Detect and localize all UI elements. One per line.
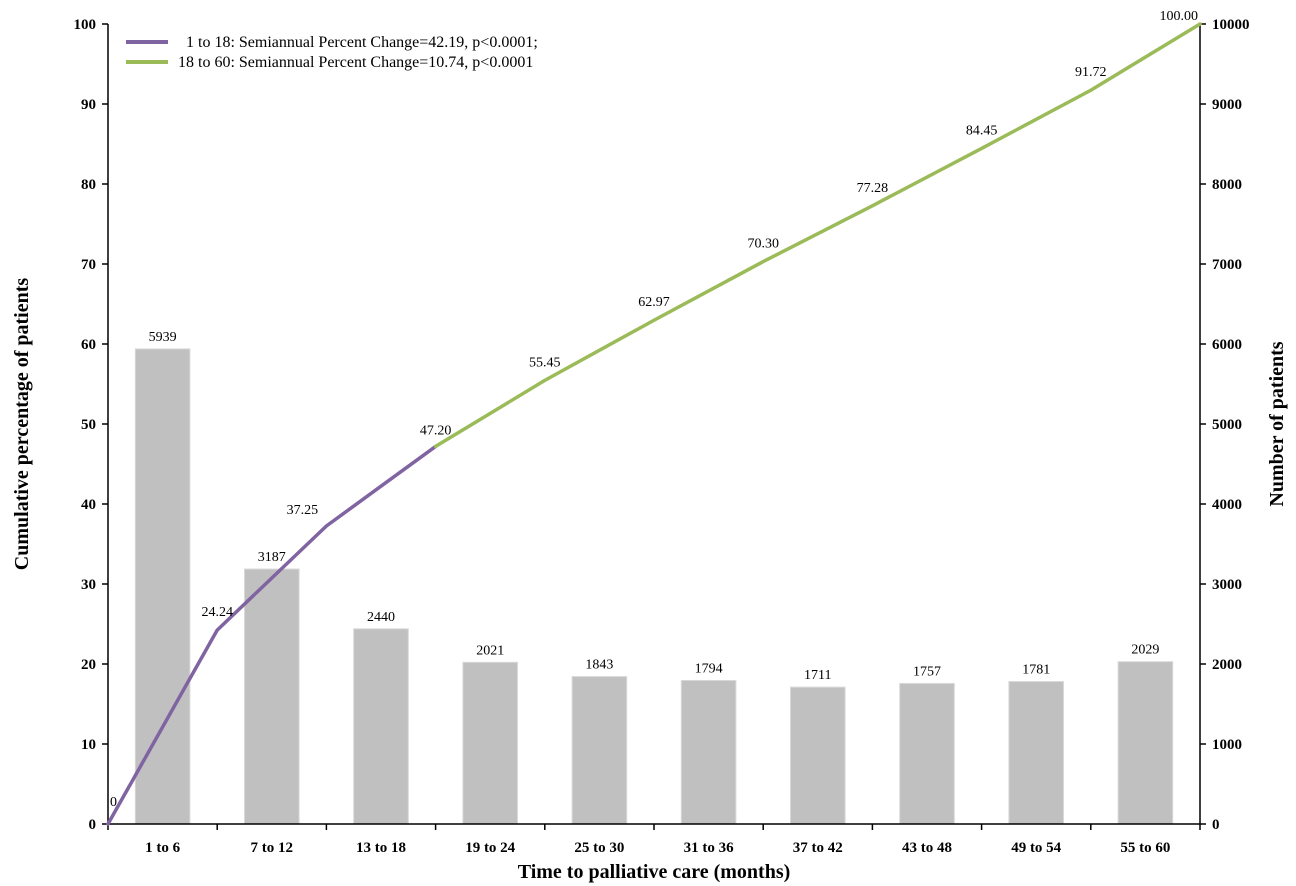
line-point-label: 70.30 — [747, 237, 779, 252]
y2-tick-label: 3000 — [1212, 577, 1242, 593]
x-tick-label: 25 to 30 — [574, 840, 624, 856]
data-labels: 5939 3187 2440 2021 1843 1794 1711 1757 1781 2029… — [110, 9, 1198, 810]
y2-tick-label: 1000 — [1212, 737, 1242, 753]
line-series — [106, 22, 1202, 826]
y2-tick-label: 4000 — [1212, 497, 1242, 513]
y2-tick-label: 6000 — [1212, 337, 1242, 353]
legend-label: 1 to 18: Semiannual Percent Change=42.19… — [186, 34, 538, 51]
y2-tick-label: 5000 — [1212, 417, 1242, 433]
y2-tick-label: 9000 — [1212, 97, 1242, 113]
bar — [244, 568, 300, 825]
bar — [1117, 661, 1174, 825]
y2-tick-label: 7000 — [1212, 257, 1242, 273]
y-tick-label: 50 — [81, 417, 96, 433]
line-point-label: 91.72 — [1075, 65, 1107, 80]
y2-axis-title: Number of patients — [1266, 341, 1288, 506]
bar — [353, 628, 409, 825]
x-axis-title: Time to palliative care (months) — [518, 861, 791, 883]
x-tick-label: 49 to 54 — [1011, 840, 1061, 856]
y-tick-label: 80 — [81, 177, 96, 193]
y-tick-label: 20 — [81, 657, 96, 673]
y-tick-label: 30 — [81, 577, 96, 593]
x-tick-label: 19 to 24 — [465, 840, 515, 856]
y-tick-label: 90 — [81, 97, 96, 113]
y-axis-title: Cumulative percentage of patients — [11, 278, 33, 571]
y-tick-label: 60 — [81, 337, 96, 353]
x-tick-label: 13 to 18 — [356, 840, 406, 856]
x-tick-label: 37 to 42 — [793, 840, 843, 856]
y2-tick-label: 0 — [1212, 817, 1220, 833]
line-point-label: 47.20 — [420, 423, 452, 438]
line-point-label: 62.97 — [638, 295, 670, 310]
line-point-label: 24.24 — [201, 605, 233, 620]
bar-value-label: 1794 — [695, 661, 723, 676]
y2-tick-label: 2000 — [1212, 657, 1242, 673]
y-tick-label: 40 — [81, 497, 96, 513]
bar-value-label: 2021 — [476, 643, 504, 658]
line-point-label: 84.45 — [966, 123, 998, 138]
bar-value-label: 1843 — [585, 658, 613, 673]
line-point-label: 0 — [110, 795, 117, 810]
bar — [571, 676, 628, 825]
bar-value-label: 1781 — [1022, 663, 1050, 678]
line-point-label: 77.28 — [857, 181, 889, 196]
y-tick-label: 70 — [81, 257, 96, 273]
x-tick-label: 7 to 12 — [251, 840, 294, 856]
x-tick-label: 31 to 36 — [684, 840, 734, 856]
bar — [680, 679, 737, 825]
legend: 1 to 18: Semiannual Percent Change=42.19… — [126, 34, 538, 71]
bar-value-label: 1711 — [804, 668, 831, 683]
y2-tick-label: 8000 — [1212, 177, 1242, 193]
bar — [462, 661, 518, 825]
bar — [790, 686, 846, 825]
bar-series — [134, 348, 1174, 825]
y2-tick-label: 10000 — [1212, 17, 1250, 33]
y-tick-label: 0 — [89, 817, 97, 833]
x-tick-label: 55 to 60 — [1120, 840, 1170, 856]
legend-label: 18 to 60: Semiannual Percent Change=10.7… — [178, 54, 533, 71]
line-point-label: 100.00 — [1160, 9, 1199, 24]
y-tick-label: 10 — [81, 737, 96, 753]
bar — [899, 682, 955, 825]
axes: 0102030405060708090100010002000300040005… — [74, 17, 1250, 856]
bar — [134, 348, 191, 825]
x-tick-label: 1 to 6 — [145, 840, 180, 856]
bar-value-label: 3187 — [258, 550, 286, 565]
y-tick-label: 100 — [74, 17, 97, 33]
line-point-label: 55.45 — [529, 355, 561, 370]
line-series-path — [106, 444, 438, 826]
bar-value-label: 5939 — [149, 330, 177, 345]
bar-value-label: 2440 — [367, 610, 395, 625]
bar-value-label: 2029 — [1131, 643, 1159, 658]
line-point-label: 37.25 — [287, 503, 319, 518]
line-series-path — [433, 22, 1202, 449]
bar-value-label: 1757 — [913, 664, 941, 679]
x-tick-label: 43 to 48 — [902, 840, 952, 856]
bar — [1008, 681, 1065, 825]
